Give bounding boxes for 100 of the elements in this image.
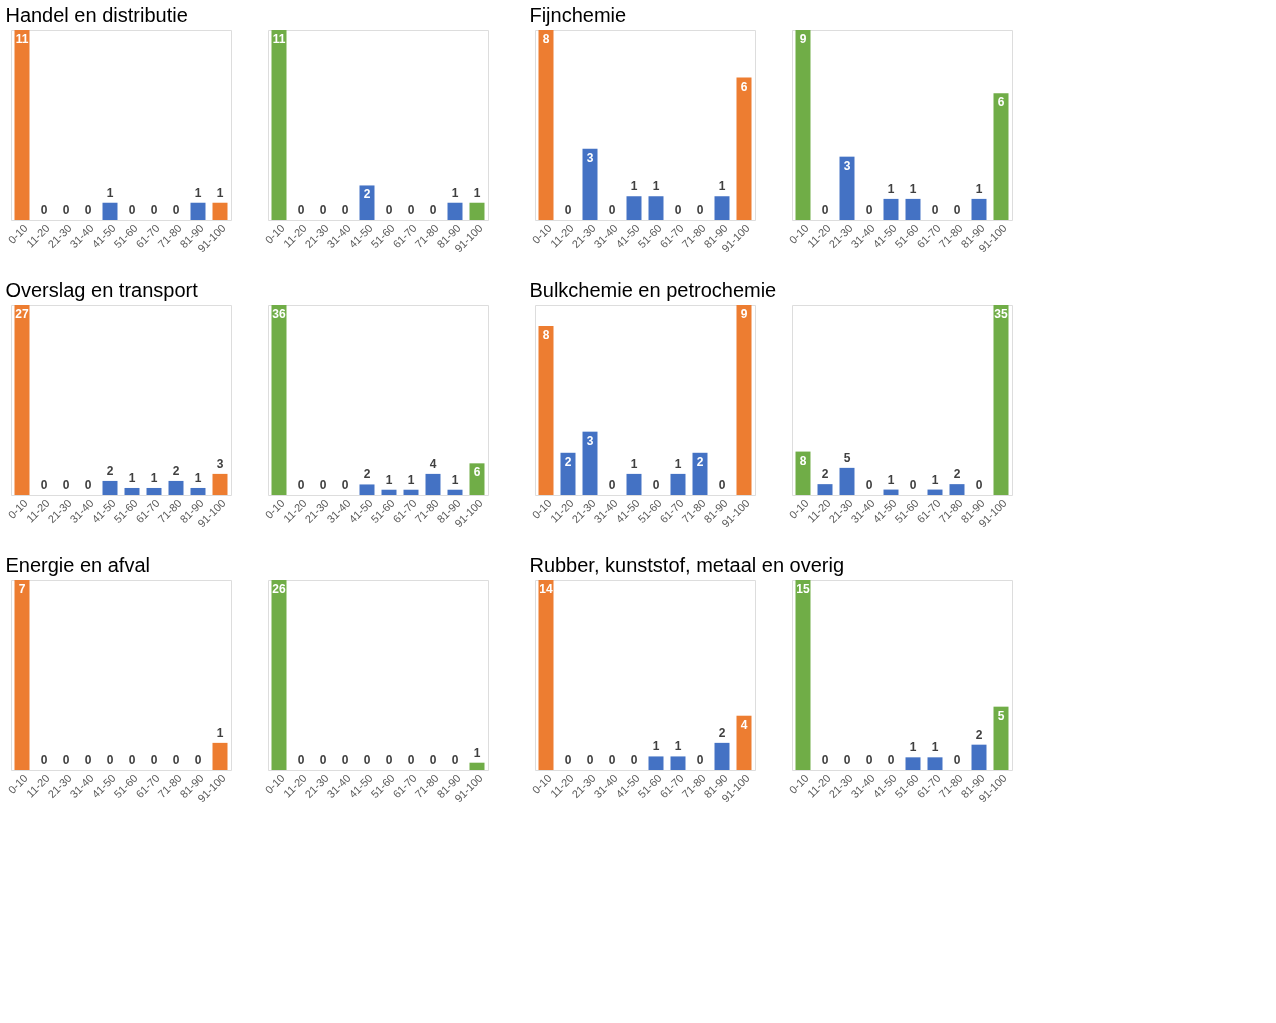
- bar: [626, 196, 642, 220]
- data-label: 3: [586, 433, 594, 448]
- data-label: 0: [407, 753, 415, 767]
- data-label: 0: [62, 478, 70, 492]
- data-label: 8: [799, 453, 807, 468]
- bar: [993, 706, 1009, 770]
- data-label: 0: [172, 753, 180, 767]
- data-label: 1: [674, 739, 682, 754]
- data-label: 15: [796, 582, 810, 596]
- data-label: 1: [630, 456, 638, 471]
- data-label: 1: [652, 179, 660, 194]
- data-label: 9: [740, 307, 748, 321]
- bar: [560, 452, 576, 495]
- data-label: 0: [953, 203, 961, 217]
- data-label: 1: [216, 185, 224, 200]
- data-label: 11: [272, 32, 286, 46]
- bar: [971, 198, 987, 220]
- data-label: 0: [341, 478, 349, 492]
- chart-title: Handel en distributie: [5, 3, 188, 26]
- bar: [905, 757, 921, 770]
- data-label: 1: [194, 185, 202, 200]
- data-label: 0: [564, 753, 572, 767]
- data-label: 2: [821, 467, 829, 482]
- data-label: 0: [865, 753, 873, 767]
- data-label: 2: [696, 454, 704, 469]
- data-label: 0: [821, 753, 829, 767]
- bar: [795, 30, 811, 220]
- data-label: 7: [18, 582, 26, 596]
- data-label: 0: [865, 203, 873, 217]
- data-label: 0: [194, 753, 202, 767]
- data-label: 0: [451, 753, 459, 767]
- bar: [883, 489, 899, 495]
- data-label: 0: [84, 203, 92, 217]
- bar: [993, 305, 1009, 495]
- data-label: 0: [106, 753, 114, 767]
- data-label: 3: [216, 456, 224, 471]
- data-label: 0: [62, 203, 70, 217]
- data-label: 0: [341, 753, 349, 767]
- data-label: 0: [821, 203, 829, 217]
- data-label: 0: [887, 753, 895, 767]
- data-label: 0: [608, 753, 616, 767]
- bar: [425, 473, 441, 495]
- bar: [271, 305, 287, 495]
- bar: [670, 473, 686, 495]
- data-label: 1: [451, 472, 459, 487]
- data-label: 6: [473, 465, 481, 480]
- data-label: 1: [652, 739, 660, 754]
- data-label: 0: [564, 203, 572, 217]
- bar: [212, 473, 228, 495]
- data-label: 2: [172, 463, 180, 478]
- bar: [582, 148, 598, 220]
- bar: [124, 487, 140, 495]
- chart-title: Bulkchemie en petrochemie: [529, 278, 777, 301]
- data-label: 1: [887, 181, 895, 196]
- bar: [993, 93, 1009, 220]
- data-label: 8: [542, 328, 550, 343]
- data-label: 0: [385, 753, 393, 767]
- bar: [469, 463, 485, 495]
- chart-title: Energie en afval: [5, 553, 150, 576]
- data-label: 1: [909, 181, 917, 196]
- data-label: 1: [909, 740, 917, 755]
- data-label: 14: [539, 582, 553, 596]
- data-label: 1: [385, 472, 393, 487]
- bar: [102, 480, 118, 495]
- data-label: 1: [473, 745, 481, 760]
- data-label: 0: [84, 753, 92, 767]
- bar: [883, 198, 899, 220]
- data-label: 0: [40, 203, 48, 217]
- bar: [692, 452, 708, 495]
- bar: [14, 305, 30, 495]
- bar: [839, 156, 855, 220]
- bar: [146, 487, 162, 495]
- data-label: 2: [564, 454, 572, 469]
- bar: [971, 744, 987, 770]
- data-label: 1: [718, 179, 726, 194]
- data-label: 1: [931, 740, 939, 755]
- bar: [927, 489, 943, 495]
- data-label: 27: [15, 307, 29, 321]
- data-label: 0: [150, 203, 158, 217]
- data-label: 1: [106, 185, 114, 200]
- data-label: 0: [696, 203, 704, 217]
- data-label: 2: [975, 727, 983, 742]
- bar: [795, 580, 811, 770]
- data-label: 0: [608, 478, 616, 492]
- data-label: 0: [84, 478, 92, 492]
- data-label: 0: [385, 203, 393, 217]
- data-label: 35: [994, 307, 1008, 321]
- bar: [359, 484, 375, 495]
- bar: [817, 484, 833, 495]
- data-label: 6: [740, 79, 748, 94]
- data-label: 1: [887, 472, 895, 487]
- data-label: 0: [407, 203, 415, 217]
- chart-title: Fijnchemie: [529, 3, 627, 26]
- bar: [403, 489, 419, 495]
- bar: [648, 756, 664, 770]
- data-label: 0: [843, 753, 851, 767]
- data-label: 0: [172, 203, 180, 217]
- data-label: 9: [799, 32, 807, 46]
- data-label: 5: [997, 708, 1005, 723]
- data-label: 0: [40, 478, 48, 492]
